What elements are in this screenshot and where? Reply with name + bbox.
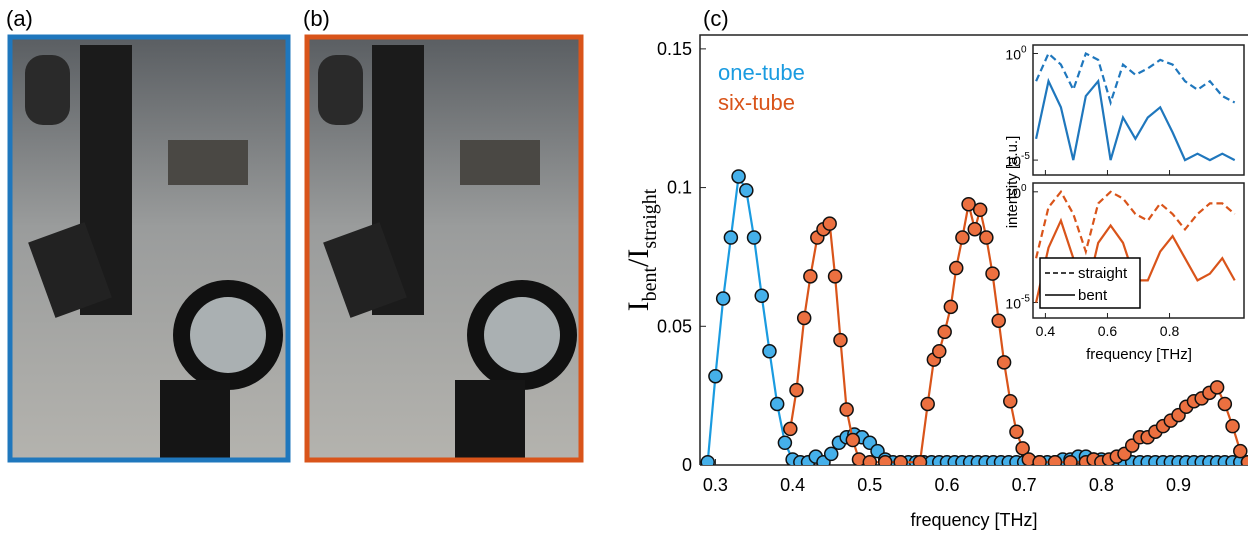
- inset-y-tick-exponent: -5: [1021, 151, 1030, 162]
- y-label-part: bent: [639, 267, 661, 302]
- inset-x-tick-label: 0.4: [1036, 323, 1056, 339]
- legend-label: straight: [1078, 265, 1128, 282]
- data-point: [784, 422, 797, 435]
- data-point: [740, 184, 753, 197]
- inset-y-tick-exponent: 0: [1021, 183, 1027, 194]
- inset-y-label: intensity [a.u.]: [1004, 136, 1021, 229]
- legend-label: bent: [1078, 287, 1108, 304]
- data-point: [709, 370, 722, 383]
- data-point: [846, 434, 859, 447]
- data-point: [1010, 425, 1023, 438]
- data-point: [980, 231, 993, 244]
- data-point: [1211, 381, 1224, 394]
- x-tick-label: 0.3: [703, 475, 728, 495]
- x-tick-label: 0.7: [1012, 475, 1037, 495]
- y-tick-label: 0: [682, 455, 692, 475]
- data-point: [701, 456, 714, 469]
- data-point: [1218, 397, 1231, 410]
- data-point: [956, 231, 969, 244]
- photo-b: [307, 37, 581, 460]
- data-point: [755, 289, 768, 302]
- y-label-part: /I: [622, 249, 655, 267]
- data-point: [804, 270, 817, 283]
- x-tick-label: 0.9: [1166, 475, 1191, 495]
- inset-x-tick-label: 0.6: [1098, 323, 1118, 339]
- data-point: [913, 456, 926, 469]
- data-point: [992, 314, 1005, 327]
- panel-label: (a): [6, 6, 33, 31]
- data-point: [829, 270, 842, 283]
- data-point: [790, 384, 803, 397]
- y-tick-label: 0.05: [657, 316, 692, 336]
- data-point: [974, 203, 987, 216]
- y-label-part: straight: [639, 188, 661, 248]
- data-point: [732, 170, 745, 183]
- y-label-part: I: [622, 301, 655, 311]
- data-point: [894, 456, 907, 469]
- y-tick-label: 0.1: [667, 178, 692, 198]
- data-point: [771, 397, 784, 410]
- data-point: [1226, 420, 1239, 433]
- data-point: [748, 231, 761, 244]
- data-point: [944, 300, 957, 313]
- data-point: [724, 231, 737, 244]
- data-point: [938, 325, 951, 338]
- data-point: [950, 262, 963, 275]
- inset-y-tick-label: 10: [1005, 296, 1021, 312]
- legend-entry: six-tube: [718, 90, 795, 115]
- x-tick-label: 0.6: [934, 475, 959, 495]
- data-point: [1004, 395, 1017, 408]
- inset-x-label: frequency [THz]: [1086, 346, 1192, 363]
- y-axis-label: Ibent/Istraight: [622, 188, 661, 311]
- x-tick-label: 0.5: [857, 475, 882, 495]
- x-tick-label: 0.4: [780, 475, 805, 495]
- data-point: [1033, 456, 1046, 469]
- data-point: [763, 345, 776, 358]
- inset-y-tick-exponent: 0: [1021, 44, 1027, 55]
- data-point: [1234, 445, 1247, 458]
- data-point: [717, 292, 730, 305]
- inset-axes: [1033, 45, 1244, 175]
- data-point: [1049, 456, 1062, 469]
- data-point: [1242, 456, 1255, 469]
- data-point: [998, 356, 1011, 369]
- figure: (a) (b) (c) frequency [THz] Ibent/Istrai…: [0, 0, 1260, 535]
- data-point: [825, 447, 838, 460]
- inset-x-tick-label: 0.8: [1160, 323, 1180, 339]
- data-point: [933, 345, 946, 358]
- x-tick-label: 0.8: [1089, 475, 1114, 495]
- data-point: [986, 267, 999, 280]
- legend-entry: one-tube: [718, 60, 805, 85]
- photo-a: [10, 37, 288, 460]
- data-point: [863, 456, 876, 469]
- inset-y-tick-label: 10: [1005, 46, 1021, 62]
- data-point: [840, 403, 853, 416]
- data-point: [968, 223, 981, 236]
- data-point: [778, 436, 791, 449]
- data-point: [834, 334, 847, 347]
- data-point: [798, 311, 811, 324]
- panel-label: (c): [703, 6, 729, 31]
- panel-label: (b): [303, 6, 330, 31]
- data-point: [823, 217, 836, 230]
- data-point: [1064, 456, 1077, 469]
- inset-y-tick-exponent: -5: [1021, 294, 1030, 305]
- inset-y-tick-label: 10: [1005, 153, 1021, 169]
- data-point: [879, 456, 892, 469]
- data-point: [921, 397, 934, 410]
- inset-y-tick-label: 10: [1005, 185, 1021, 201]
- x-axis-label: frequency [THz]: [910, 510, 1037, 530]
- y-tick-label: 0.15: [657, 39, 692, 59]
